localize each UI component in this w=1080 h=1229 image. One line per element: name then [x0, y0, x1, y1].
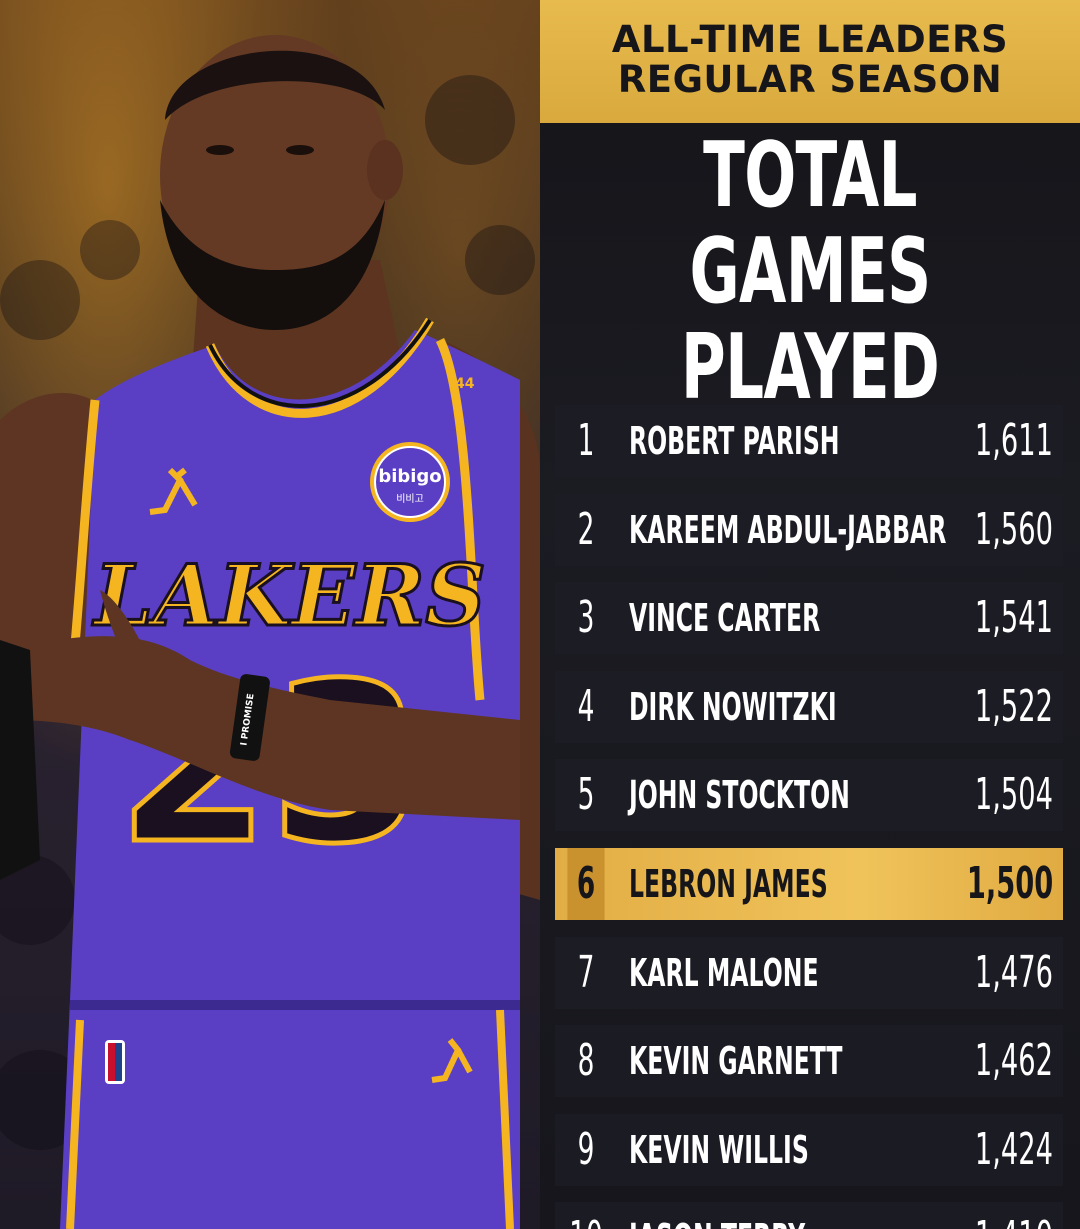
games-played-value: 1,541: [974, 592, 1053, 644]
list-item: 4 DIRK NOWITZKI 1,522: [555, 670, 1063, 743]
header-line-2: REGULAR SEASON: [617, 58, 1003, 101]
games-played-value: 1,424: [974, 1123, 1053, 1175]
jersey-wordmark: LAKERS: [92, 546, 486, 645]
page-title: TOTAL GAMES PLAYED: [540, 128, 1080, 416]
list-item: 7 KARL MALONE 1,476: [555, 936, 1063, 1009]
rank-number: 10: [567, 1202, 604, 1229]
rank-number: 7: [577, 946, 595, 998]
sponsor-patch-sub: 비비고: [396, 493, 424, 505]
player-name: KARL MALONE: [629, 950, 819, 995]
rank-number: 4: [577, 680, 595, 732]
player-name: JOHN STOCKTON: [629, 773, 850, 818]
rank-number: 2: [577, 503, 595, 555]
player-name: LEBRON JAMES: [629, 862, 828, 906]
strap-number: 44: [455, 376, 475, 392]
games-played-value: 1,410: [975, 1202, 1053, 1229]
list-item: 10 JASON TERRY 1,410: [555, 1202, 1063, 1229]
rank-number: 6: [567, 848, 605, 920]
games-played-value: 1,504: [974, 769, 1053, 821]
player-name: KEVIN WILLIS: [629, 1127, 809, 1172]
games-played-value: 1,500: [966, 858, 1053, 909]
player-name: JASON TERRY: [629, 1202, 805, 1229]
player-name: VINCE CARTER: [629, 596, 821, 641]
player-name: KEVIN GARNETT: [629, 1039, 843, 1084]
header-bar: ALL-TIME LEADERS REGULAR SEASON: [540, 0, 1080, 123]
games-played-value: 1,560: [974, 503, 1053, 555]
jordan-logo-icon: [149, 467, 198, 515]
list-item: 6 LEBRON JAMES 1,500: [555, 848, 1063, 920]
shorts-jordan-logo-icon: [431, 1038, 473, 1083]
games-played-value: 1,476: [974, 946, 1053, 998]
games-played-value: 1,611: [974, 415, 1053, 466]
player-name: KAREEM ABDUL-JABBAR: [629, 507, 947, 552]
rank-number: 1: [577, 415, 595, 466]
rank-number: 8: [577, 1035, 595, 1087]
games-played-value: 1,462: [974, 1035, 1053, 1087]
games-played-value: 1,522: [974, 680, 1053, 732]
title-line-2: GAMES PLAYED: [680, 219, 940, 420]
list-item: 8 KEVIN GARNETT 1,462: [555, 1025, 1063, 1098]
rank-number: 3: [577, 592, 595, 644]
sponsor-patch: bibigo: [378, 466, 441, 487]
player-name: ROBERT PARISH: [629, 419, 840, 463]
list-item: 3 VINCE CARTER 1,541: [555, 582, 1063, 655]
player-name: DIRK NOWITZKI: [629, 684, 837, 729]
list-item: 2 KAREEM ABDUL-JABBAR 1,560: [555, 493, 1063, 566]
list-item: 9 KEVIN WILLIS 1,424: [555, 1113, 1063, 1186]
header-line-1: ALL-TIME LEADERS: [611, 18, 1009, 61]
rank-number: 5: [577, 769, 595, 821]
rank-number: 9: [577, 1123, 595, 1175]
list-item: 1 ROBERT PARISH 1,611: [555, 405, 1063, 477]
title-line-1: TOTAL: [703, 123, 917, 228]
player-illustration: 44 bibigo 비비고 LAKERS 23 I PROMISE: [0, 35, 540, 1229]
list-item: 5 JOHN STOCKTON 1,504: [555, 759, 1063, 832]
player-photo: 44 bibigo 비비고 LAKERS 23 I PROMISE: [0, 0, 540, 1229]
